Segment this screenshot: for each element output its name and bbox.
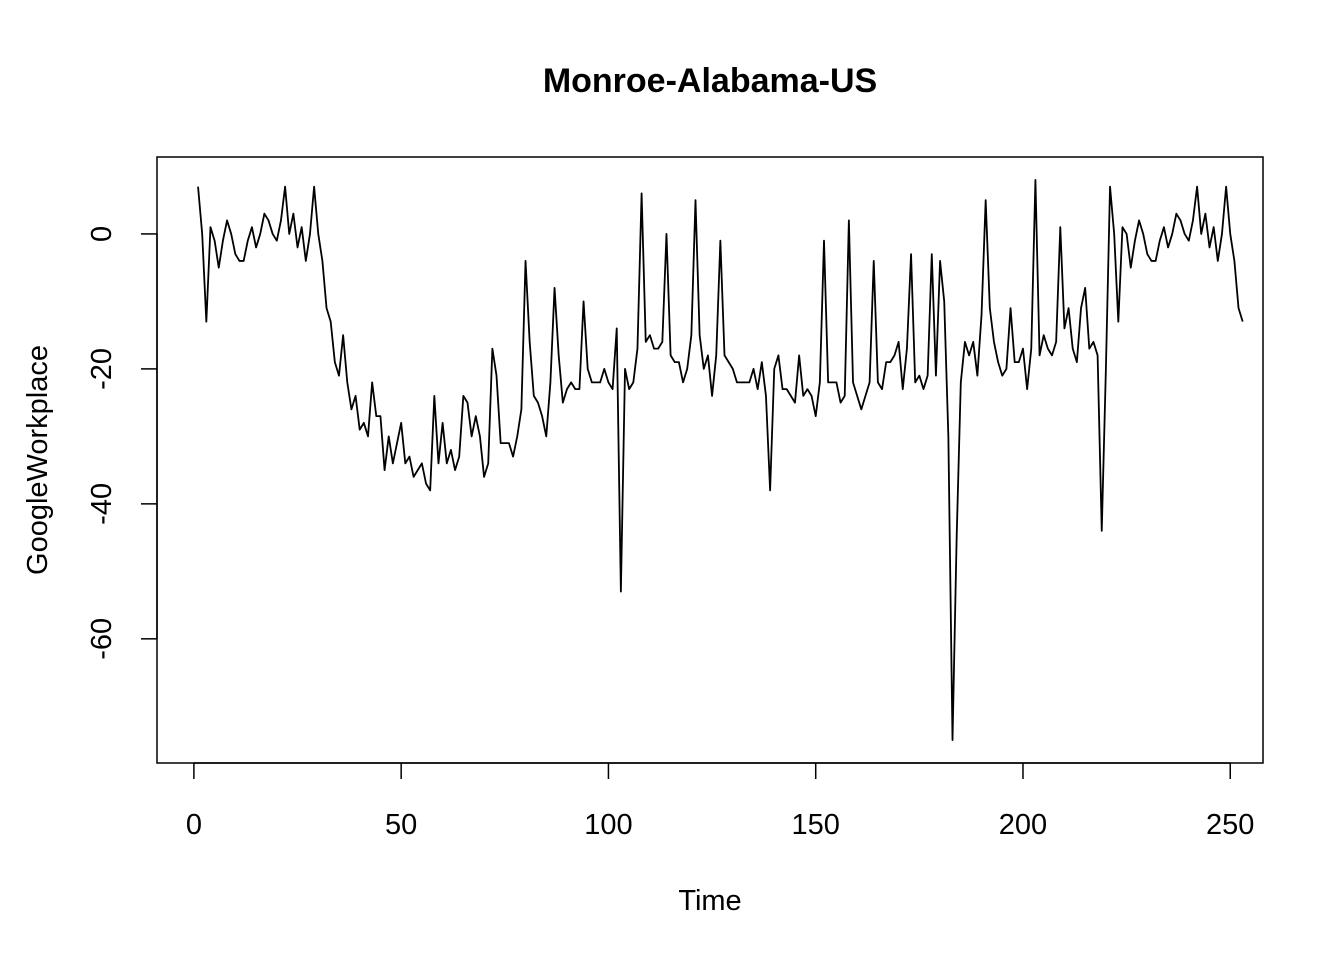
y-axis-label: GoogleWorkplace [22, 345, 54, 575]
y-tick-label: -40 [86, 483, 118, 525]
y-tick-label: -20 [86, 348, 118, 390]
x-tick-label: 50 [385, 809, 417, 841]
x-axis-label: Time [678, 885, 741, 917]
y-tick-label: -60 [86, 618, 118, 660]
series-line-googleworkplace [197, 179, 1244, 741]
x-tick-label: 100 [584, 809, 632, 841]
x-tick-label: 150 [792, 809, 840, 841]
x-tick-label: 250 [1206, 809, 1254, 841]
x-tick-label: 0 [186, 809, 202, 841]
chart-title: Monroe-Alabama-US [543, 62, 877, 100]
y-axis: 0 -20 -40 -60 [86, 226, 158, 660]
x-axis: 0 50 100 150 200 250 [186, 762, 1254, 841]
y-tick-label: 0 [86, 226, 118, 242]
x-tick-label: 200 [999, 809, 1047, 841]
